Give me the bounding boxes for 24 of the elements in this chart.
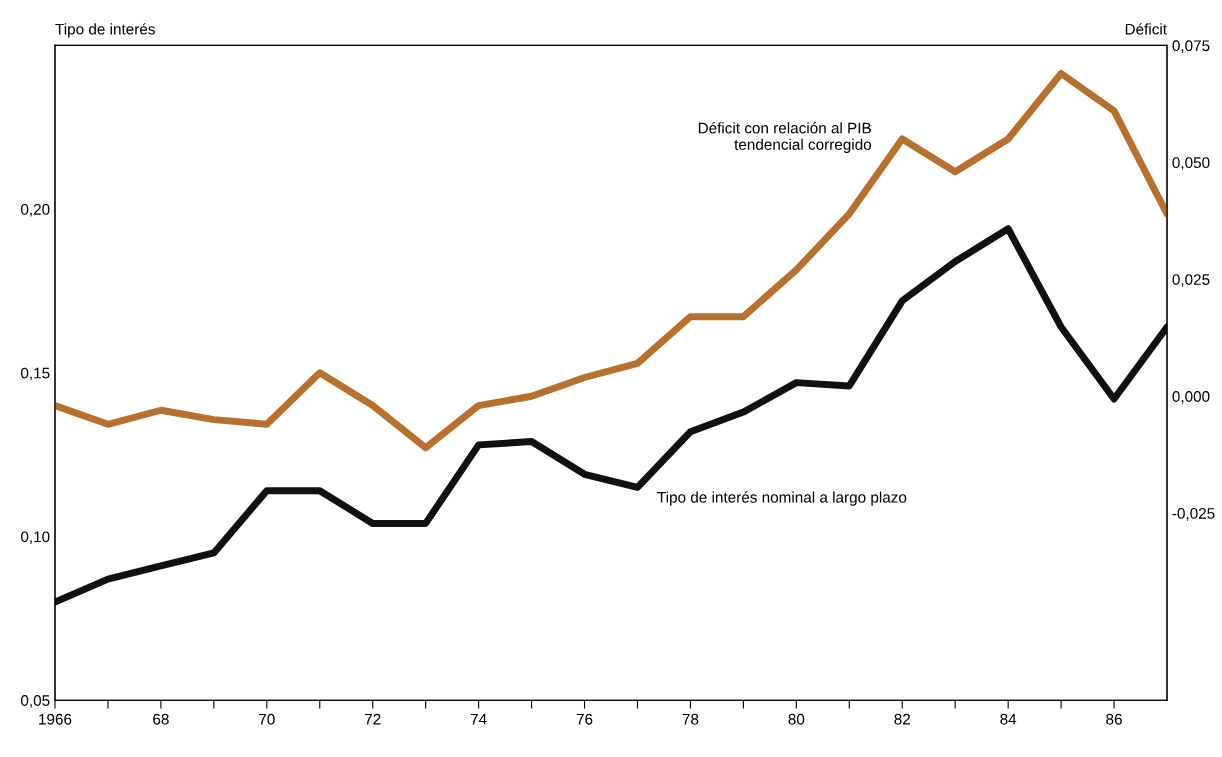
y2-axis-title: Déficit	[1125, 23, 1167, 35]
y2-tick-label: -0,025	[1172, 508, 1215, 521]
y2-tick-label: 0,050	[1172, 157, 1210, 170]
x-tick-label: 72	[365, 713, 381, 725]
y2-tick-label: 0,000	[1172, 391, 1210, 404]
y2-tick-label: 0,025	[1172, 274, 1210, 287]
y-tick-label: 0,15	[20, 367, 50, 381]
x-tick-label: 1966	[39, 713, 72, 725]
x-tick-label: 84	[1000, 713, 1017, 725]
annotation: Déficit con relación al PIB tendencial corregido	[698, 122, 872, 153]
x-tick-label: 76	[576, 713, 593, 725]
x-tick-label: 70	[259, 713, 275, 725]
x-tick-label: 80	[788, 713, 805, 725]
y-axis-title: Tipo de interés	[55, 23, 155, 38]
y-tick-label: 0,10	[20, 531, 50, 545]
x-tick-label: 82	[894, 713, 910, 725]
x-tick-label: 86	[1106, 713, 1122, 725]
x-tick-label: 74	[470, 713, 487, 725]
y-tick-label: 0,20	[20, 203, 50, 217]
x-tick-label: 78	[682, 713, 699, 725]
x-tick-label: 68	[153, 713, 169, 725]
annotation: Tipo de interés nominal a largo plazo	[657, 491, 907, 506]
y-tick-label: 0,05	[20, 695, 50, 708]
y2-tick-label: 0,075	[1172, 40, 1210, 53]
